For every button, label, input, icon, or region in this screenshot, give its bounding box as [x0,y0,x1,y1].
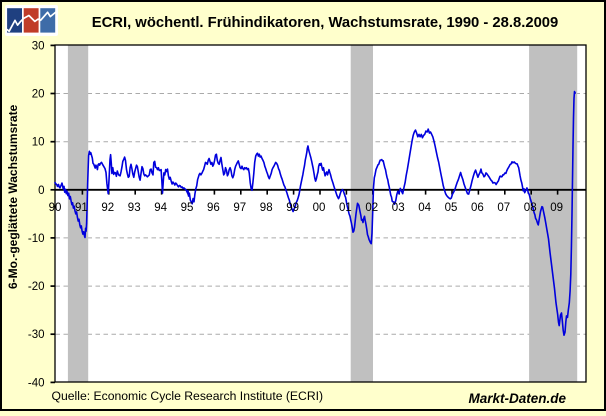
svg-text:93: 93 [128,202,141,214]
svg-text:09: 09 [550,202,563,214]
svg-text:02: 02 [365,202,378,214]
svg-text:92: 92 [101,202,114,214]
svg-text:03: 03 [392,202,405,214]
svg-text:10: 10 [32,137,45,149]
svg-text:08: 08 [524,202,537,214]
svg-text:0: 0 [38,185,44,197]
svg-text:-30: -30 [28,329,45,341]
svg-text:-20: -20 [28,281,45,293]
svg-text:98: 98 [260,202,273,214]
svg-text:90: 90 [49,202,62,214]
svg-text:97: 97 [233,202,246,214]
svg-text:01: 01 [339,202,352,214]
svg-text:96: 96 [207,202,220,214]
svg-text:99: 99 [286,202,299,214]
svg-text:-40: -40 [28,377,45,389]
svg-text:06: 06 [471,202,484,214]
svg-text:91: 91 [75,202,88,214]
svg-text:07: 07 [497,202,510,214]
svg-text:30: 30 [32,40,45,52]
svg-text:20: 20 [32,89,45,101]
svg-text:95: 95 [181,202,194,214]
svg-text:00: 00 [313,202,326,214]
svg-text:05: 05 [445,202,458,214]
svg-text:04: 04 [418,202,431,214]
svg-text:94: 94 [154,202,167,214]
svg-text:-10: -10 [28,233,45,245]
